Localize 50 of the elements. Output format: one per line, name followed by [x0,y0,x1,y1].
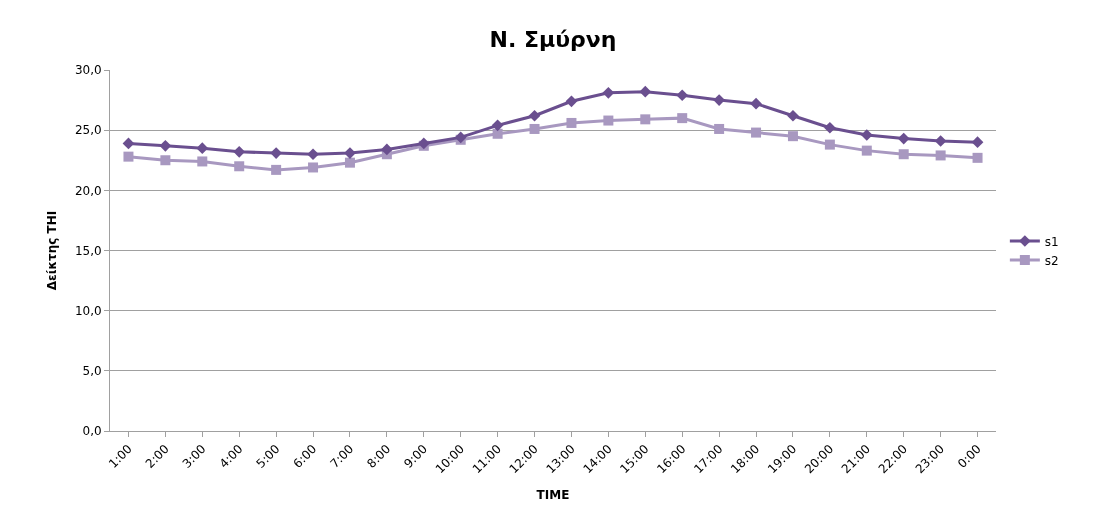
point [197,156,208,167]
point [307,148,319,161]
point [972,152,983,163]
chart-title: Ν. Σμύρνη [489,26,617,52]
point [529,123,540,134]
point [713,94,725,106]
point [196,142,209,155]
point [308,162,319,173]
point [492,128,503,139]
point [603,115,614,126]
y-tick-label: 20,0 [74,183,102,198]
point [824,139,835,150]
point [160,155,171,166]
point [639,85,652,98]
y-tick-label: 25,0 [74,123,102,138]
y-tick-label: 15,0 [74,243,102,258]
point [565,95,578,108]
point [344,157,355,168]
point [935,150,946,161]
point [381,143,393,156]
x-axis-title: TIME [536,488,570,503]
point [750,97,762,110]
point [860,129,873,141]
point [861,145,872,156]
point [122,137,135,150]
y-tick-label: 5,0 [82,364,102,379]
legend-label: s1 [1044,234,1059,249]
point [677,113,688,124]
point [566,117,577,128]
y-tick-label: 0,0 [82,424,102,439]
legend-label: s2 [1044,253,1059,268]
y-tick-label: 10,0 [74,303,102,318]
point [787,109,799,122]
point [491,119,504,132]
point [123,151,134,162]
point [898,149,909,160]
point [271,164,282,175]
point [971,136,984,149]
point [159,139,172,152]
point [714,123,725,134]
point [787,131,798,142]
y-axis-title: Δείκτης THI [45,210,60,291]
point [824,121,836,134]
point [640,114,651,125]
y-tick-label: 30,0 [74,63,102,78]
point [234,161,245,172]
point [897,132,910,145]
point [528,109,541,122]
point [676,89,689,102]
point [751,127,762,138]
